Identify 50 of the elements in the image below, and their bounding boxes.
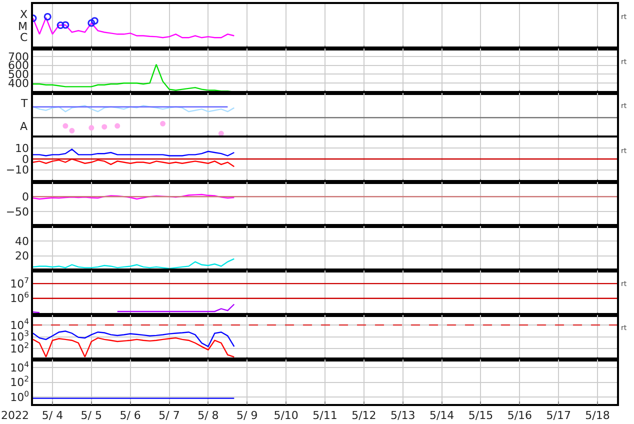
point bbox=[62, 21, 70, 29]
point bbox=[102, 124, 108, 130]
x-tick-label: 5/ 5 bbox=[80, 408, 102, 422]
point bbox=[114, 123, 120, 129]
point bbox=[69, 128, 75, 134]
point bbox=[88, 19, 96, 27]
text: M bbox=[18, 20, 28, 33]
y-tick-label: 10$^{2}$ bbox=[10, 374, 30, 390]
y-tick-label: 10$^{7}$ bbox=[10, 276, 30, 290]
y-tick-label: 0 bbox=[22, 190, 30, 204]
point bbox=[62, 123, 68, 129]
x-tick-label: 5/13 bbox=[390, 408, 416, 422]
point bbox=[160, 120, 166, 126]
x-tick-label: 5/ 9 bbox=[236, 408, 258, 422]
x-tick-label: 5/ 4 bbox=[42, 408, 64, 422]
text: C bbox=[20, 31, 28, 44]
line-series bbox=[33, 158, 235, 168]
y-tick-label: 40 bbox=[15, 234, 30, 248]
y-tick-label: 20 bbox=[15, 250, 30, 263]
y-tick-label: −50 bbox=[6, 205, 30, 218]
text: T bbox=[20, 97, 28, 110]
point bbox=[88, 125, 94, 131]
x-tick-label: 5/ 6 bbox=[120, 408, 141, 422]
line-series bbox=[33, 337, 235, 358]
text: A bbox=[20, 120, 28, 133]
y-tick-label: 10$^{0}$ bbox=[10, 389, 30, 404]
line-series bbox=[33, 148, 235, 156]
x-tick-label: 5/10 bbox=[274, 408, 298, 422]
x-tick-label: 5/17 bbox=[546, 408, 571, 422]
x-tick-label: 5/ 7 bbox=[158, 408, 180, 422]
y-tick-label: 10 bbox=[15, 142, 30, 156]
x-tick-label: 5/14 bbox=[429, 408, 454, 422]
x-axis-title: 2022 bbox=[1, 409, 29, 422]
x-tick-label: 5/ 8 bbox=[198, 408, 219, 422]
x-tick-label: 5/16 bbox=[507, 408, 532, 422]
x-tick-label: 5/11 bbox=[312, 408, 338, 422]
point bbox=[90, 17, 98, 25]
line-series bbox=[33, 330, 235, 348]
y-tick-label: −10 bbox=[6, 164, 30, 177]
y-tick-label: 10$^{4}$ bbox=[10, 360, 30, 374]
y-tick-label: 10$^{6}$ bbox=[10, 290, 30, 306]
y-tick-label: 0 bbox=[22, 152, 30, 166]
y-tick-label: 10$^{2}$ bbox=[10, 340, 30, 356]
x-tick-label: 5/18 bbox=[585, 408, 610, 422]
x-tick-label: 5/12 bbox=[352, 408, 376, 422]
text: X bbox=[20, 8, 28, 21]
x-tick-label: 5/15 bbox=[468, 408, 494, 422]
line-series bbox=[33, 258, 235, 270]
point bbox=[44, 12, 52, 20]
point bbox=[56, 22, 64, 30]
